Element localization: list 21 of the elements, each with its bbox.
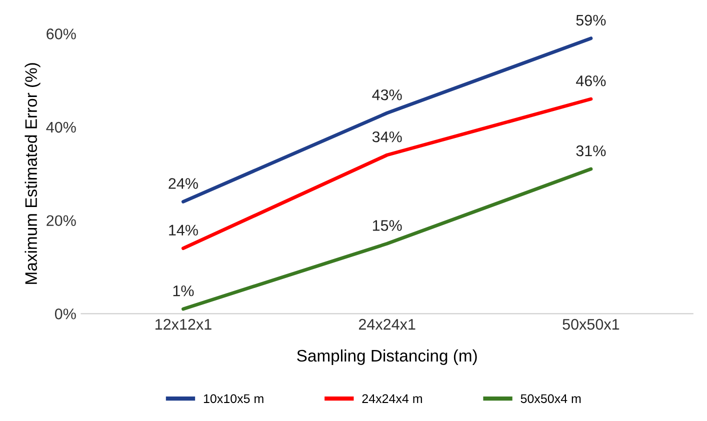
x-tick-label: 24x24x1 [358,318,416,330]
y-tick-label: 60% [46,28,76,40]
y-axis-title: Maximum Estimated Error (%) [24,63,40,284]
data-label: 1% [173,285,194,296]
x-tick-label: 12x12x1 [156,318,212,330]
data-label: 43% [372,89,402,100]
data-label: 14% [169,224,198,236]
legend-label: 50x50x4 m [520,394,581,404]
y-tick-label: 0% [54,308,76,320]
legend-label: 10x10x5 m [204,394,264,404]
legend-label: 24x24x4 m [362,394,422,403]
data-label: 59% [576,14,606,26]
x-axis-title: Sampling Distancing (m) [297,349,477,365]
data-label: 31% [576,145,606,156]
y-tick-label: 20% [46,215,76,226]
y-tick-label: 40% [46,122,76,133]
x-tick-label: 50x50x1 [562,318,620,330]
data-label: 46% [576,75,606,86]
data-label: 24% [168,178,198,189]
data-label: 15% [372,220,402,231]
data-label: 34% [372,131,402,142]
